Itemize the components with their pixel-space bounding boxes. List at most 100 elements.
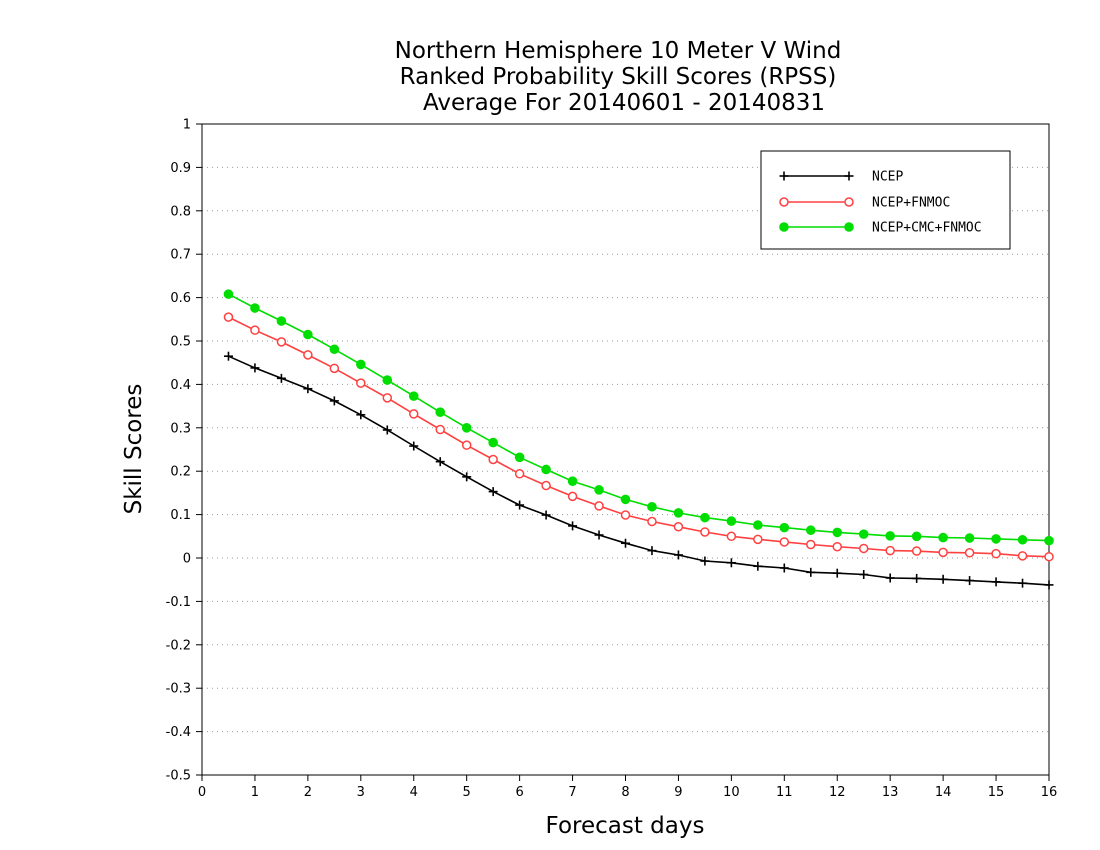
data-point [541, 464, 551, 475]
data-point [885, 573, 895, 583]
x-tick-label: 16 [1041, 785, 1058, 800]
y-tick-label: 0.1 [170, 508, 191, 523]
data-point [276, 337, 287, 347]
data-point [858, 543, 869, 554]
data-point [832, 527, 843, 538]
data-point [991, 577, 1001, 587]
legend-entry-1: NCEP [779, 170, 903, 185]
data-point [806, 539, 816, 550]
x-tick-label: 6 [515, 785, 523, 800]
legend-marker [844, 222, 854, 232]
x-tick-label: 10 [723, 785, 740, 800]
data-point [409, 409, 419, 419]
data-point [938, 532, 948, 543]
data-point [1017, 534, 1028, 545]
y-tick-label: -0.4 [166, 725, 191, 740]
data-point [461, 423, 472, 433]
data-point [568, 521, 578, 531]
x-tick-label: 7 [568, 785, 576, 800]
data-point [991, 548, 1001, 559]
data-point [859, 569, 869, 579]
y-tick-label: 0.6 [170, 291, 191, 306]
data-point [303, 350, 313, 360]
data-point [303, 329, 313, 340]
x-tick-label: 0 [198, 785, 206, 800]
data-point [726, 531, 737, 542]
x-tick-label: 1 [251, 785, 259, 800]
y-tick-label: 0.7 [170, 248, 191, 263]
data-point [779, 522, 790, 533]
grid [202, 166, 1049, 733]
data-point [514, 452, 525, 463]
data-point [303, 384, 313, 394]
legend-entry-2: NCEP+FNMOC [779, 196, 950, 211]
x-tick-label: 14 [935, 785, 952, 800]
data-point [621, 538, 630, 548]
data-point [223, 289, 234, 299]
data-point [1018, 578, 1028, 588]
data-point [964, 548, 975, 558]
data-point [779, 563, 789, 573]
data-point [594, 485, 604, 495]
data-point [276, 316, 287, 326]
data-point [753, 534, 763, 545]
data-point [223, 312, 234, 322]
data-point [647, 516, 657, 527]
data-point [885, 545, 895, 556]
data-point [250, 303, 260, 313]
legend-marker [844, 197, 854, 207]
data-point [382, 375, 393, 385]
x-tick-label: 2 [304, 785, 312, 800]
data-point [408, 391, 419, 401]
x-tick-label: 3 [357, 785, 365, 800]
data-point [832, 541, 842, 552]
data-point [991, 534, 1001, 544]
data-point [276, 373, 286, 383]
data-point [514, 469, 525, 479]
y-tick-label: 0.2 [170, 465, 191, 480]
x-tick-label: 8 [621, 785, 629, 800]
data-point [250, 325, 260, 335]
legend-label: NCEP+FNMOC [872, 196, 950, 211]
data-point [912, 573, 922, 583]
data-point [356, 410, 366, 420]
x-tick-label: 4 [410, 785, 418, 800]
x-axis: 0 1 2 3 4 5 6 7 8 9 10 11 12 13 14 15 16 [198, 775, 1057, 800]
data-point [858, 529, 869, 539]
series-3 [223, 289, 1054, 546]
data-point [515, 500, 525, 510]
series-line [228, 316, 1050, 558]
data-point [779, 537, 790, 547]
series-line [228, 355, 1050, 586]
data-point [647, 546, 657, 556]
data-point [409, 441, 419, 451]
data-point [1017, 551, 1028, 561]
data-point [329, 344, 340, 355]
y-tick-label: 0.4 [170, 378, 191, 393]
data-point [382, 393, 393, 403]
y-tick-label: 1 [183, 118, 191, 133]
data-point [753, 520, 763, 530]
data-point [832, 568, 842, 578]
data-point [462, 472, 472, 482]
data-point [356, 359, 366, 370]
data-point [673, 508, 684, 518]
data-point [911, 546, 922, 556]
legend-marker [779, 171, 789, 181]
series-lines [223, 289, 1054, 590]
data-point [1044, 551, 1054, 562]
x-tick-label: 12 [829, 785, 846, 800]
x-tick-label: 5 [463, 785, 471, 800]
data-point [938, 574, 948, 584]
data-point [488, 437, 498, 448]
legend-label: NCEP+CMC+FNMOC [872, 221, 982, 236]
title-line-1: Northern Hemisphere 10 Meter V Wind [395, 38, 842, 64]
legend-marker [779, 222, 789, 232]
data-point [356, 378, 366, 388]
data-point [700, 556, 710, 566]
y-tick-label: -0.3 [166, 682, 191, 697]
data-point [250, 363, 260, 373]
data-point [673, 550, 683, 560]
legend-marker [779, 197, 789, 207]
